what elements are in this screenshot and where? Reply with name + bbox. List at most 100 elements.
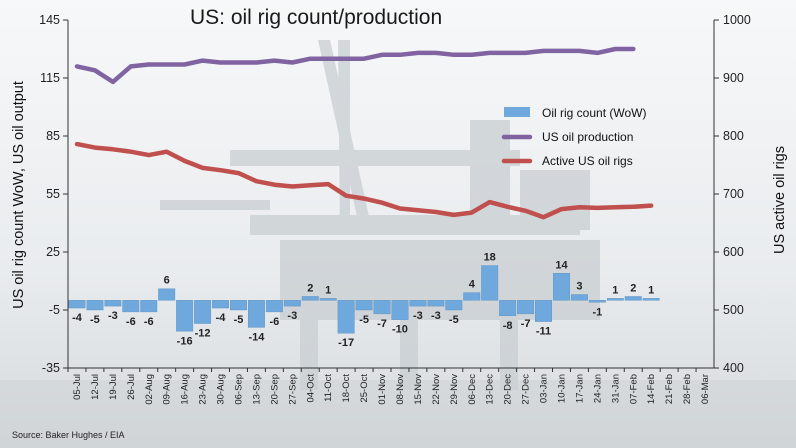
bar-label-18: -10 [392, 324, 408, 336]
bar-6 [176, 300, 194, 332]
bar-27 [553, 273, 570, 301]
x-tick-label-5: 09-Aug [162, 374, 173, 405]
bar-22 [463, 292, 481, 301]
x-tick-label-35: 06-Mar [700, 374, 711, 404]
left-tick-label-6: -35 [42, 361, 60, 375]
bar-16 [355, 300, 373, 311]
bar-15 [337, 300, 355, 334]
x-tick-label-12: 27-Sep [287, 374, 298, 405]
bar-5 [158, 288, 176, 301]
bar-17 [373, 300, 391, 315]
bar-label-12: -3 [287, 310, 297, 322]
bar-1 [86, 300, 104, 311]
bar-label-9: -5 [234, 314, 244, 326]
bar-26 [535, 300, 552, 322]
x-tick-label-21: 29-Nov [449, 374, 460, 405]
x-tick-label-18: 08-Nov [395, 374, 406, 405]
right-tick-label-2: 800 [723, 129, 744, 143]
right-tick-label-0: 1000 [723, 13, 751, 27]
left-tick-label-0: 145 [39, 13, 60, 27]
bar-label-19: -3 [413, 310, 423, 322]
bar-13 [301, 296, 319, 301]
bar-label-16: -5 [359, 314, 369, 326]
right-tick-label-6: 400 [723, 361, 744, 375]
bar-label-32: 1 [648, 284, 654, 296]
wow-bar-labels: -4 -5 -3 -6 -66-16-12-4 -5-14-6 -32 1-17-5 -7 -10… [72, 252, 654, 350]
bar-18 [391, 300, 409, 320]
left-axis-label: US oil rig count WoW, US oil output [11, 81, 27, 309]
bar-label-1: -5 [90, 314, 100, 326]
x-tick-label-29: 24-Jan [592, 374, 603, 403]
legend-label-wow: Oil rig count (WoW) [542, 106, 646, 120]
legend-label-production: US oil production [542, 130, 633, 144]
bar-label-7: -12 [195, 328, 211, 340]
bar-label-15: -17 [338, 337, 354, 349]
bar-29 [588, 300, 606, 303]
right-axis-label: US active oil rigs [772, 146, 788, 254]
chart-title: US: oil rig count/production [190, 6, 443, 29]
x-tick-label-22: 06-Dec [467, 374, 478, 405]
x-tick-label-10: 13-Sep [251, 374, 262, 405]
bar-2 [104, 300, 122, 307]
bar-23 [481, 265, 499, 301]
bar-12 [283, 300, 301, 307]
x-tick-label-14: 11-Oct [323, 374, 334, 402]
bar-label-25: -7 [521, 318, 531, 330]
left-tick-label-3: 55 [46, 187, 60, 201]
x-tick-label-25: 27-Dec [521, 374, 532, 405]
bar-11 [265, 300, 283, 313]
bar-19 [409, 300, 427, 307]
x-tick-label-8: 30-Aug [216, 374, 227, 405]
bar-7 [194, 300, 212, 324]
left-axis-ticks: 145 115 85 55 25 -5 -35 [39, 13, 68, 375]
line-series [74, 46, 654, 220]
active-rigs-line [74, 141, 654, 220]
x-tick-label-31: 07-Feb [628, 374, 639, 404]
bar-label-3: -6 [126, 316, 136, 328]
x-tick-label-15: 18-Oct [341, 374, 352, 403]
x-tick-label-0: 05-Jul [72, 374, 83, 400]
bar-label-2: -3 [108, 310, 118, 322]
bar-label-23: 18 [484, 252, 496, 264]
x-tick-label-33: 21-Feb [664, 374, 675, 404]
x-tick-label-34: 28-Feb [682, 374, 693, 404]
bar-10 [247, 300, 265, 328]
bar-9 [230, 300, 247, 311]
x-tick-label-16: 25-Oct [359, 374, 370, 403]
bar-32 [642, 298, 660, 301]
right-axis-ticks: 1000 900 800 700 600 500 400 [714, 13, 751, 375]
bar-21 [445, 300, 463, 311]
bar-30 [606, 298, 624, 301]
bar-label-31: 2 [630, 282, 636, 294]
bar-label-0: -4 [72, 312, 83, 324]
legend-swatch-wow [504, 107, 530, 117]
x-tick-label-23: 13-Dec [485, 374, 496, 405]
right-tick-label-4: 600 [723, 245, 744, 259]
bar-25 [517, 300, 535, 315]
production-line [74, 46, 636, 85]
x-axis-ticks: 05-Jul 12-Jul 19-Jul 26-Jul 02-Aug 09-Aug 16-A… [67, 368, 711, 405]
bar-8 [212, 300, 229, 309]
right-tick-label-1: 900 [723, 71, 744, 85]
bar-label-5: 6 [164, 275, 170, 287]
bar-label-20: -3 [431, 310, 441, 322]
bar-label-29: -1 [592, 306, 602, 318]
x-tick-label-19: 15-Nov [413, 374, 424, 405]
x-tick-label-6: 16-Aug [180, 374, 191, 405]
bar-3 [122, 300, 140, 313]
source-note: Source: Baker Hughes / EIA [12, 430, 125, 440]
bar-label-10: -14 [248, 331, 265, 343]
x-tick-label-3: 26-Jul [126, 374, 137, 400]
bar-label-21: -5 [449, 314, 459, 326]
right-tick-label-5: 500 [723, 303, 744, 317]
bar-label-11: -6 [269, 316, 279, 328]
x-tick-label-26: 03-Jan [539, 374, 550, 403]
x-tick-label-2: 19-Jul [108, 374, 119, 400]
x-tick-label-17: 01-Nov [377, 374, 388, 405]
left-tick-label-4: 25 [46, 245, 60, 259]
left-tick-label-5: -5 [49, 303, 60, 317]
x-tick-label-28: 17-Jan [574, 374, 585, 403]
x-tick-label-32: 14-Feb [646, 374, 657, 404]
bar-24 [499, 300, 517, 317]
